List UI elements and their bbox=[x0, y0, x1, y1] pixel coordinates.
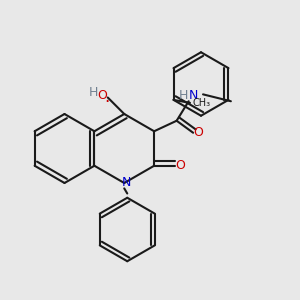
Text: O: O bbox=[98, 89, 107, 103]
Text: .: . bbox=[104, 88, 110, 106]
Text: O: O bbox=[176, 159, 185, 172]
Text: H: H bbox=[178, 89, 188, 102]
Text: O: O bbox=[194, 126, 203, 139]
Text: H: H bbox=[89, 85, 98, 99]
Text: N: N bbox=[188, 89, 198, 102]
Text: CH₃: CH₃ bbox=[192, 98, 211, 108]
Text: N: N bbox=[122, 176, 131, 189]
